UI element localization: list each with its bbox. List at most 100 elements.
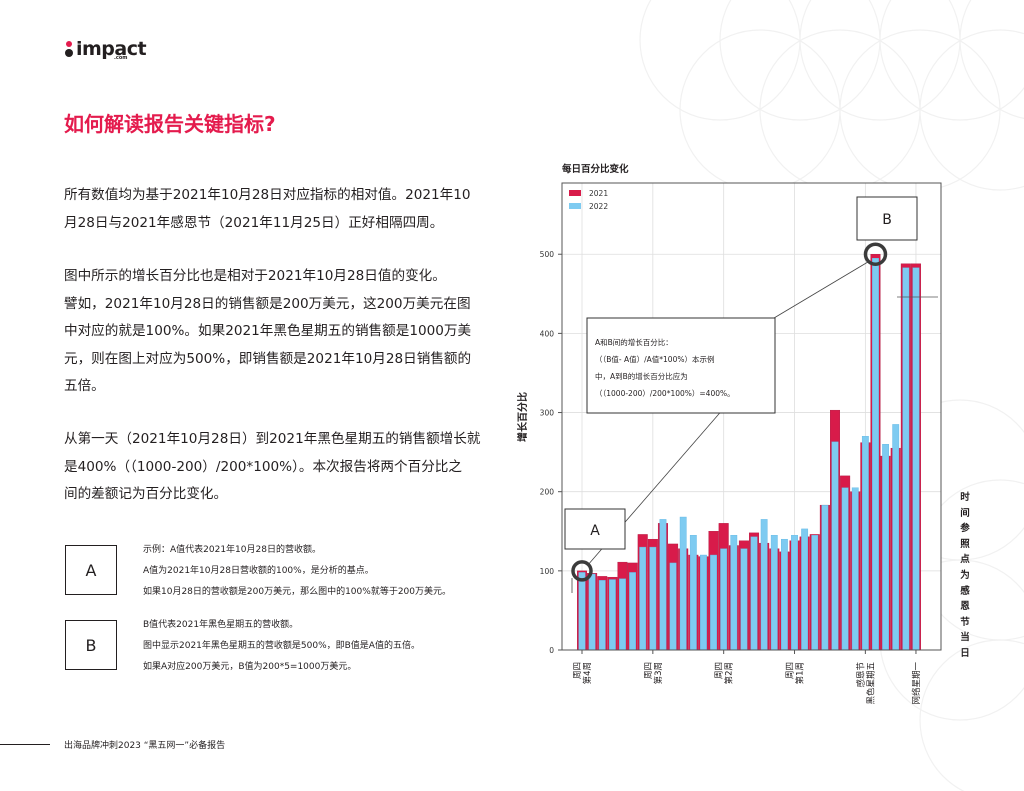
paragraph-line: 元，则在图上对应为500%，即销售额是2021年10月28日销售额的 bbox=[64, 350, 472, 367]
percent-change-paragraph: 从第一天（2021年10月28日）到2021年黑色星期五的销售额增长就 是400… bbox=[64, 426, 494, 509]
page-title: 如何解读报告关键指标? bbox=[64, 112, 276, 136]
x-tick-label: 周四 bbox=[786, 662, 796, 679]
marker-circle-a bbox=[571, 560, 593, 582]
callout-box bbox=[586, 317, 776, 414]
y-tick-label: 500 bbox=[540, 250, 555, 259]
bar-2022 bbox=[770, 535, 778, 651]
paragraph-line: 月28日与2021年感恩节（2021年11月25日）正好相隔四周。 bbox=[64, 214, 444, 231]
legend-label: 2022 bbox=[589, 202, 608, 211]
annotation-label-b: B bbox=[882, 212, 892, 228]
note-line: 如果10月28日的营收额是200万美元，那么图中的100%就等于200万美元。 bbox=[143, 587, 451, 597]
bar-2022 bbox=[608, 579, 616, 651]
y-axis-label: 增长百分比 bbox=[516, 392, 529, 442]
bar-2022 bbox=[720, 548, 728, 651]
bar-2022 bbox=[639, 546, 647, 651]
callout-line-b bbox=[768, 261, 868, 322]
bar-2022 bbox=[669, 562, 677, 651]
paragraph-line: 五倍。 bbox=[64, 378, 105, 394]
logo-text: impact bbox=[76, 38, 147, 60]
legend-label: 2021 bbox=[589, 189, 608, 198]
bar-2022 bbox=[619, 578, 626, 651]
bar-2022 bbox=[811, 535, 819, 651]
x-tick-label: 第2周 bbox=[724, 662, 735, 684]
x-tick-label: 网络星期一 bbox=[911, 662, 922, 705]
bar-2022 bbox=[791, 535, 798, 651]
note-line: 图中显示2021年黑色星期五的营收额是500%，即B值是A值的五倍。 bbox=[143, 641, 420, 651]
x-tick-label: 周四 bbox=[715, 662, 725, 679]
brand-logo: impact bbox=[64, 38, 147, 60]
y-tick-label: 400 bbox=[540, 329, 555, 338]
legend-note-b: B值代表2021年黑色星期五的营收额。 图中显示2021年黑色星期五的营收额是5… bbox=[143, 615, 523, 678]
plot-frame bbox=[561, 182, 942, 651]
bar-2022 bbox=[841, 487, 849, 651]
y-tick-label: 100 bbox=[540, 567, 555, 576]
paragraph-line: 从第一天（2021年10月28日）到2021年黑色星期五的销售额增长就 bbox=[64, 431, 481, 447]
growth-explanation-paragraph: 图中所示的增长百分比也是相对于2021年10月28日值的变化。 譬如，2021年… bbox=[64, 263, 494, 401]
bar-2022 bbox=[750, 536, 758, 651]
x-tick-label: 第4周 bbox=[582, 662, 593, 684]
paragraph-line: 间的差额记为百分比变化。 bbox=[64, 486, 228, 502]
legend-box-b: B bbox=[65, 620, 117, 670]
callout-text-line: （（1000-200）/200*100%）=400%。 bbox=[595, 389, 735, 398]
bar-2022 bbox=[821, 504, 829, 651]
bar-2022 bbox=[831, 441, 839, 651]
intro-paragraph: 所有数值均为基于2021年10月28日对应指标的相对值。2021年10 月28日… bbox=[64, 182, 494, 237]
bar-2022 bbox=[861, 436, 869, 651]
annotation-box-b bbox=[856, 196, 918, 241]
side-label-text: 时间参照点为感恩节当日 bbox=[960, 492, 970, 659]
bar-2022 bbox=[679, 516, 687, 651]
y-tick-label: 300 bbox=[540, 409, 555, 418]
bar-2022 bbox=[801, 528, 809, 651]
footer-divider bbox=[0, 744, 50, 745]
bar-2022 bbox=[781, 538, 788, 651]
x-tick-label: 第3周 bbox=[653, 662, 664, 684]
paragraph-line: 譬如，2021年10月28日的销售额是200万美元，这200万美元在图 bbox=[64, 295, 471, 312]
bar-2022 bbox=[892, 424, 900, 651]
x-tick-label: 周四 bbox=[573, 662, 583, 679]
y-tick-label: 200 bbox=[540, 488, 555, 497]
legend-note-a: 示例：A值代表2021年10月28日的营收额。 A值为2021年10月28日营收… bbox=[143, 540, 523, 603]
x-tick-label: 感恩节 bbox=[855, 662, 866, 688]
logo-icon bbox=[64, 41, 74, 59]
bar-2022 bbox=[578, 572, 586, 651]
chart-title: 每日百分比变化 bbox=[562, 164, 629, 175]
legend-swatch bbox=[569, 190, 581, 196]
bar-2022 bbox=[872, 257, 879, 651]
bar-2022 bbox=[588, 573, 596, 651]
bar-2022 bbox=[629, 572, 637, 651]
bar-2022 bbox=[700, 554, 707, 651]
legend-swatch bbox=[569, 203, 581, 209]
note-line: 如果A对应200万美元，B值为200*5=1000万美元。 bbox=[143, 662, 357, 672]
marker-circle-b bbox=[863, 242, 888, 266]
bar-2022 bbox=[760, 519, 768, 651]
bar-2022 bbox=[689, 535, 697, 651]
callout-text-line: 中，A到B的增长百分比应为 bbox=[595, 371, 688, 381]
side-label-thanksgiving-reference: 时间参照点为感恩节当日 bbox=[958, 490, 972, 662]
bar-2022 bbox=[649, 546, 657, 651]
bar-2022 bbox=[598, 580, 606, 651]
annotation-box-a bbox=[564, 508, 626, 550]
paragraph-line: 是400%（（1000-200）/200*100%）。本次报告将两个百分比之 bbox=[64, 458, 462, 475]
bar-2022 bbox=[740, 548, 748, 651]
annotation-label-a: A bbox=[590, 523, 600, 539]
note-line: A值为2021年10月28日营收额的100%，是分析的基点。 bbox=[143, 566, 374, 576]
logo-subtext: .com bbox=[114, 55, 128, 61]
bar-2022 bbox=[912, 267, 920, 651]
bar-2022 bbox=[710, 554, 717, 651]
paragraph-line: 所有数值均为基于2021年10月28日对应指标的相对值。2021年10 bbox=[64, 187, 471, 203]
y-tick-label: 0 bbox=[549, 646, 554, 655]
bar-2022 bbox=[730, 535, 738, 651]
callout-text-line: （（B值- A值）/A值*100%）本示例 bbox=[595, 354, 714, 364]
paragraph-line: 中对应的就是100%。如果2021年黑色星期五的销售额是1000万美 bbox=[64, 323, 472, 339]
x-tick-label: 黑色星期五 bbox=[865, 662, 876, 705]
x-tick-label: 周四 bbox=[644, 662, 654, 679]
note-line: B值代表2021年黑色星期五的营收额。 bbox=[143, 620, 299, 630]
bar-2022 bbox=[851, 487, 859, 651]
bar-2022 bbox=[902, 267, 910, 651]
footer-text: 出海品牌冲刺2023 “黑五网一”必备报告 bbox=[64, 741, 226, 751]
note-line: 示例：A值代表2021年10月28日的营收额。 bbox=[143, 545, 321, 555]
callout-text-line: A和B间的增长百分比： bbox=[595, 337, 673, 347]
legend-box-a: A bbox=[65, 545, 117, 595]
bar-2022 bbox=[659, 519, 667, 651]
